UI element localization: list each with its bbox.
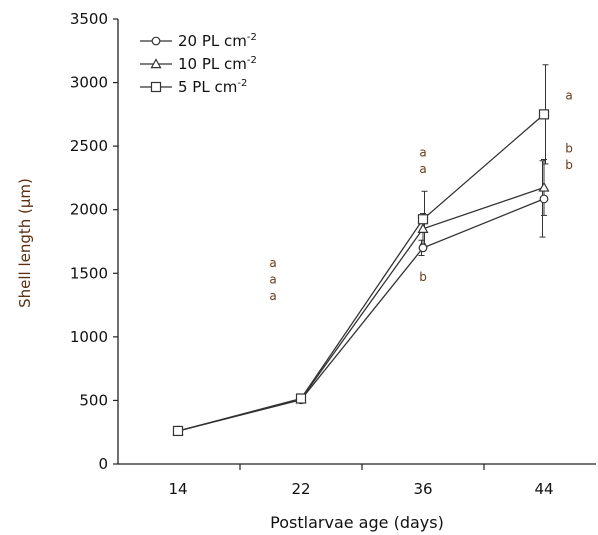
y-axis-ticks: 0 500 1000 1500 2000 2500 3000 3500 <box>70 10 118 473</box>
y-tick-label: 0 <box>98 455 108 473</box>
x-tick-label: 22 <box>291 480 310 498</box>
y-tick-label: 3000 <box>70 74 108 92</box>
data-point <box>172 425 184 437</box>
data-point <box>418 243 428 253</box>
significance-letter: a <box>269 289 276 303</box>
x-tick-label: 44 <box>534 480 553 498</box>
y-tick-label: 2500 <box>70 137 108 155</box>
legend-item: 5 PL cm-2 <box>140 78 247 96</box>
y-tick-label: 1500 <box>70 264 108 282</box>
data-point <box>538 181 550 192</box>
significance-letter: a <box>269 273 276 287</box>
y-tick-label: 3500 <box>70 10 108 28</box>
data-point <box>417 214 429 225</box>
y-tick-label: 500 <box>79 391 108 409</box>
series-square <box>177 64 549 432</box>
legend-label: 10 PL cm-2 <box>178 55 257 73</box>
significance-letter: b <box>419 270 427 284</box>
x-axis-title: Postlarvae age (days) <box>270 513 444 532</box>
series-markers-square <box>172 109 550 437</box>
axes <box>117 19 596 465</box>
legend-label-superscript: -2 <box>247 32 257 43</box>
y-axis-title: Shell length (µm) <box>16 178 34 308</box>
significance-letter: b <box>565 142 573 156</box>
legend-label-superscript: -2 <box>247 55 257 66</box>
data-point <box>538 109 550 120</box>
series-markers-triangle <box>172 181 550 436</box>
y-tick-label: 1000 <box>70 328 108 346</box>
legend-label-superscript: -2 <box>237 78 247 89</box>
legend-marker <box>150 58 162 69</box>
x-tick-label: 14 <box>168 480 187 498</box>
data-point <box>295 393 307 404</box>
legend-marker <box>150 81 162 93</box>
significance-letter: a <box>419 146 426 160</box>
data-point <box>417 223 429 233</box>
x-tick-label: 36 <box>413 480 432 498</box>
y-tick-label: 2000 <box>70 201 108 219</box>
legend-item: 10 PL cm-2 <box>140 55 257 73</box>
legend-item: 20 PL cm-2 <box>140 32 257 50</box>
x-axis-ticks: 14 22 36 44 <box>168 464 554 498</box>
data-point <box>539 194 549 204</box>
series-circle <box>177 160 546 432</box>
series-line <box>177 113 545 432</box>
series-layer <box>172 64 550 437</box>
significance-letter: a <box>565 88 572 102</box>
legend-label: 5 PL cm-2 <box>178 78 247 96</box>
legend-label: 20 PL cm-2 <box>178 32 257 50</box>
series-triangle <box>177 158 547 432</box>
significance-letter: a <box>269 256 276 270</box>
significance-letter: b <box>565 158 573 172</box>
legend: 20 PL cm-2 10 PL cm-2 5 PL cm-2 <box>140 32 257 96</box>
significance-letter: a <box>419 162 426 176</box>
legend-marker <box>151 36 161 46</box>
